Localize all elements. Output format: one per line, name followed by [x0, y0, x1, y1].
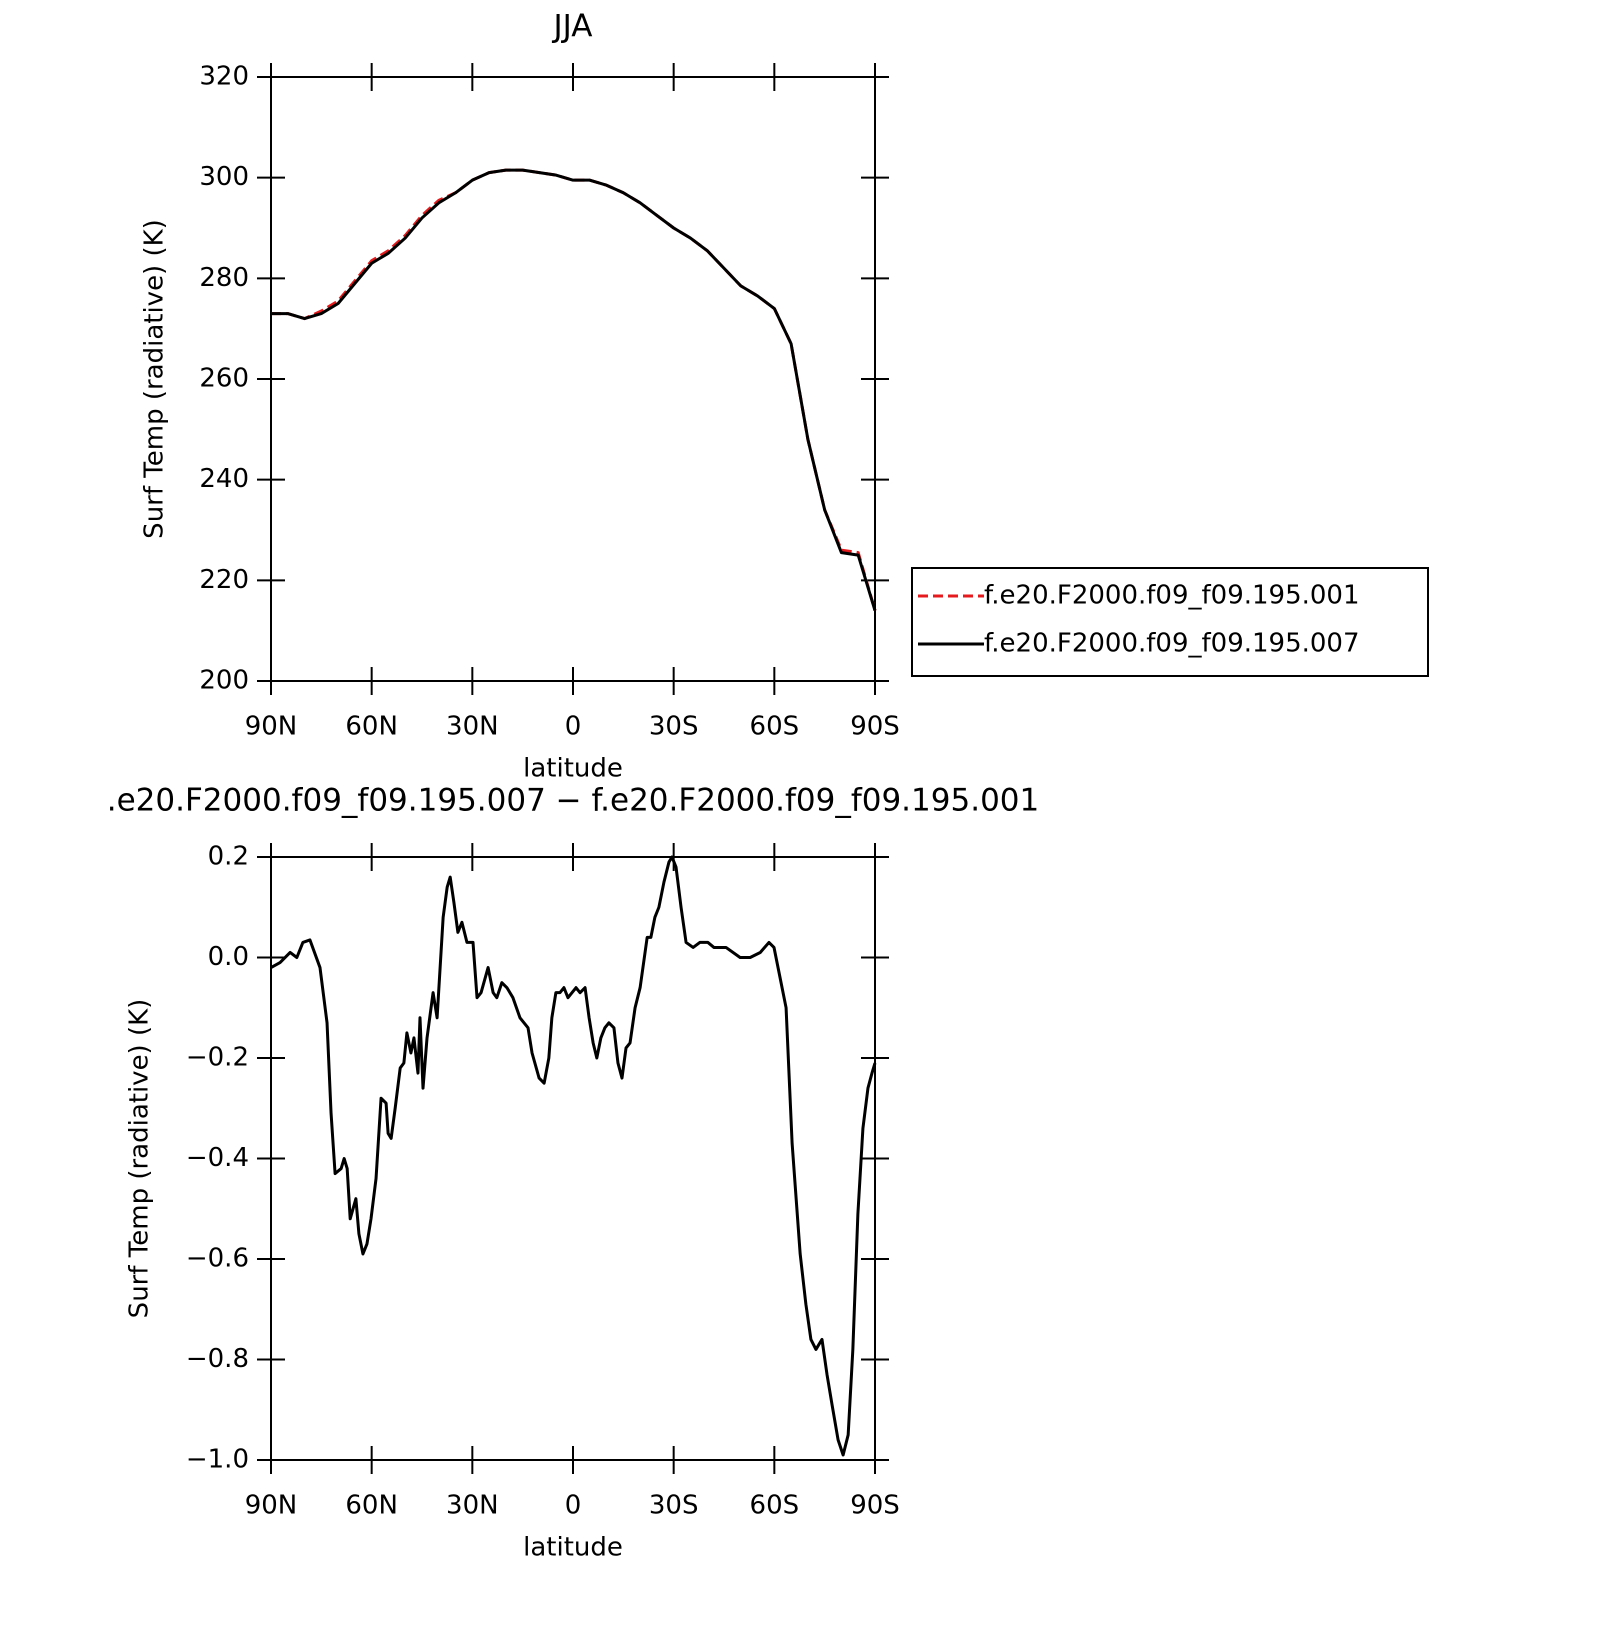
data-line	[271, 168, 877, 611]
chart-title: JJA	[552, 9, 593, 45]
y-tick-label: −0.2	[186, 1043, 249, 1073]
x-tick-label: 60N	[345, 1491, 398, 1521]
legend-label: f.e20.F2000.f09_f09.195.001	[984, 581, 1360, 611]
plot-frame	[270, 856, 876, 1461]
y-tick-label: 320	[199, 62, 249, 92]
x-tick-label: 90S	[850, 712, 900, 742]
y-tick-label: 300	[199, 162, 249, 192]
y-tick-label: 0.0	[208, 942, 249, 972]
y-tick-label: 200	[199, 666, 249, 696]
legend-box	[911, 567, 1429, 677]
y-tick-label: 220	[199, 565, 249, 595]
y-axis-label: Surf Temp (radiative) (K)	[140, 219, 170, 539]
x-tick-label: 30N	[446, 712, 499, 742]
plot: JJA 200 220 240 260 280 300 320 90N 60N 30N 0 30S 60S…	[140, 9, 1429, 784]
x-axis-label: latitude	[523, 1533, 623, 1563]
y-tick-label: −0.8	[186, 1344, 249, 1374]
x-tick-label: 0	[565, 712, 582, 742]
x-tick-label: 60S	[750, 712, 800, 742]
chart-title: .e20.F2000.f09_f09.195.007 − f.e20.F2000…	[107, 783, 1039, 819]
x-tick-label: 90N	[245, 1491, 298, 1521]
y-tick-label: −0.4	[186, 1143, 249, 1173]
y-axis-label: Surf Temp (radiative) (K)	[125, 999, 155, 1319]
x-tick-label: 60S	[750, 1491, 800, 1521]
x-tick-label: 90N	[245, 712, 298, 742]
x-tick-label: 60N	[345, 712, 398, 742]
data-line	[271, 168, 877, 611]
x-tick-label: 30N	[446, 1491, 499, 1521]
y-tick-label: 280	[199, 263, 249, 293]
y-tick-label: 260	[199, 364, 249, 394]
y-tick-label: −1.0	[186, 1445, 249, 1475]
x-axis-label: latitude	[523, 754, 623, 784]
legend: f.e20.F2000.f09_f09.195.001 f.e20.F2000.f…	[911, 567, 1429, 677]
plot: .e20.F2000.f09_f09.195.007 − f.e20.F2000…	[107, 783, 1039, 1563]
data-line	[270, 855, 877, 1457]
x-tick-label: 0	[565, 1491, 582, 1521]
plot-frame	[270, 76, 876, 682]
x-tick-label: 30S	[649, 712, 699, 742]
y-tick-label: −0.6	[186, 1244, 249, 1274]
x-tick-label: 90S	[850, 1491, 900, 1521]
y-tick-label: 0.2	[208, 842, 249, 872]
y-tick-label: 240	[199, 464, 249, 494]
x-tick-label: 30S	[649, 1491, 699, 1521]
legend-label: f.e20.F2000.f09_f09.195.007	[984, 629, 1360, 659]
